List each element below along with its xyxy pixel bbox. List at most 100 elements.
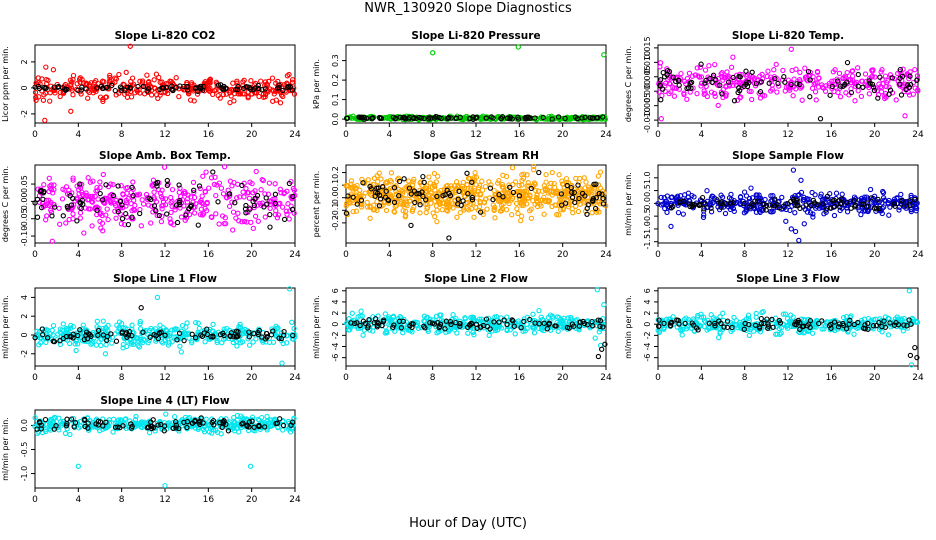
y-axis-label: kPa per min. (312, 59, 321, 109)
data-point (530, 311, 536, 317)
data-point (184, 199, 191, 205)
data-point (569, 189, 575, 195)
data-point (227, 333, 233, 339)
y-axis-label: Licor ppm per min. (1, 46, 10, 122)
data-point (577, 319, 583, 325)
data-point (698, 311, 704, 317)
data-point (814, 80, 820, 86)
data-point (658, 194, 664, 201)
series-2 (32, 305, 296, 345)
data-point (743, 68, 749, 74)
data-point (32, 335, 38, 341)
data-point (439, 207, 445, 213)
data-point (52, 204, 58, 210)
data-point (904, 323, 910, 329)
data-point (694, 65, 700, 71)
data-point (119, 87, 125, 93)
data-point (168, 200, 174, 206)
data-point (174, 219, 181, 226)
data-point (875, 196, 881, 203)
data-point (107, 77, 113, 84)
data-point (736, 199, 742, 205)
x-tick-label: 12 (470, 250, 481, 260)
outlier-point (154, 294, 161, 301)
data-point (658, 97, 664, 103)
data-point (674, 317, 680, 323)
data-point (572, 114, 579, 120)
data-point (662, 200, 668, 206)
data-point (479, 187, 486, 193)
data-point (416, 114, 422, 121)
data-point (112, 75, 118, 81)
data-point (155, 87, 161, 93)
data-point (821, 326, 827, 332)
data-point (290, 193, 296, 200)
data-point (661, 322, 667, 329)
data-point (84, 329, 90, 335)
data-point (253, 336, 259, 342)
outlier-point (600, 324, 606, 330)
data-point (713, 77, 719, 83)
data-point (519, 182, 525, 188)
data-point (270, 328, 276, 334)
data-point (139, 197, 145, 203)
x-tick-label: 12 (782, 130, 793, 140)
x-tick-label: 20 (869, 373, 881, 383)
data-point (562, 115, 568, 122)
data-point (510, 189, 517, 196)
data-point (77, 199, 83, 206)
data-point (810, 214, 816, 220)
data-point (278, 190, 284, 196)
data-point (849, 68, 855, 74)
data-point (510, 318, 516, 324)
data-point (582, 193, 588, 199)
points-group (655, 167, 920, 244)
data-point (827, 92, 833, 98)
data-point (112, 87, 118, 94)
data-point (377, 115, 383, 122)
y-tick-label: 6 (331, 288, 340, 293)
x-tick-label: 24 (912, 250, 924, 260)
data-point (107, 198, 114, 205)
y-tick-label: -1.0 (643, 221, 652, 237)
y-tick-label: -4 (331, 343, 340, 351)
data-point (369, 116, 375, 122)
data-point (731, 208, 737, 215)
data-point (689, 203, 695, 209)
data-point (757, 89, 764, 95)
y-tick-label: 0.015 (643, 36, 652, 59)
data-point (532, 317, 538, 324)
data-point (195, 222, 201, 228)
data-point (774, 89, 780, 95)
data-point (555, 328, 561, 334)
data-point (381, 199, 387, 206)
data-point (356, 191, 363, 198)
data-point (359, 313, 365, 319)
data-point (855, 319, 861, 326)
points-group (32, 43, 298, 124)
data-point (516, 182, 522, 189)
data-point (213, 211, 219, 217)
data-point (788, 81, 794, 88)
data-point (291, 187, 298, 193)
data-point (823, 207, 829, 213)
data-point (677, 193, 684, 199)
data-point (233, 215, 239, 221)
data-point (270, 339, 277, 345)
data-point (559, 178, 565, 184)
data-point (48, 182, 54, 188)
y-tick-label: -0.010 (643, 107, 652, 133)
data-point (213, 192, 219, 199)
data-point (661, 320, 667, 327)
data-point (819, 326, 825, 332)
data-point (465, 175, 472, 181)
panel-title: Slope Line 4 (LT) Flow (100, 395, 230, 407)
data-point (566, 325, 572, 331)
y-tick-label: 0.5 (643, 184, 652, 197)
data-point (97, 190, 103, 197)
data-point (593, 195, 599, 201)
data-point (385, 197, 391, 203)
data-point (907, 73, 913, 79)
data-point (434, 207, 440, 213)
data-point (252, 195, 258, 202)
